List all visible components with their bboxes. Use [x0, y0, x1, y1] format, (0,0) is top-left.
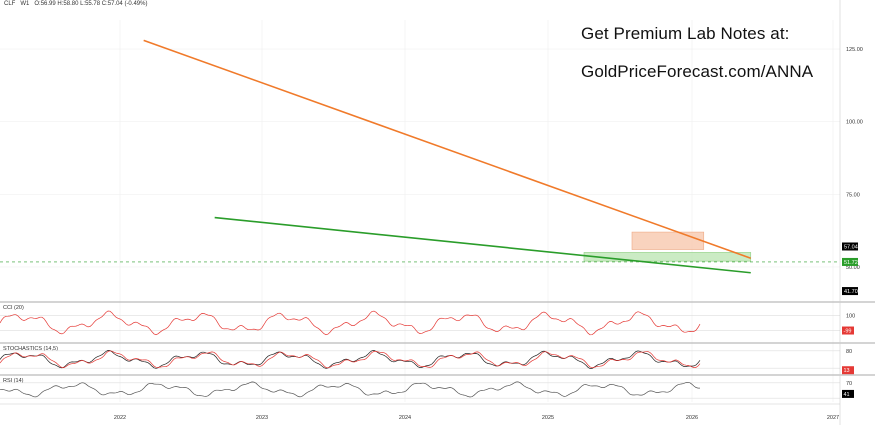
ohlc-readout: O:56.99 H:58.80 L:55.78 C:57.04 (-0.49%) [34, 1, 148, 7]
last-price-badge: 57.04 [844, 244, 858, 250]
panel-value-badge-bg [842, 389, 854, 398]
rsi-line [0, 381, 700, 398]
year-tick-label: 2023 [256, 415, 268, 421]
panel-tick-label: 70 [846, 381, 852, 387]
promo-line-1: Get Premium Lab Notes at: [581, 24, 790, 43]
panel-label: STOCHASTICS (14,5) [3, 346, 58, 352]
panel-tick-label: 100 [846, 313, 855, 319]
panel-value-badge: -99 [844, 329, 852, 335]
panel-value-badge: 41 [844, 392, 850, 398]
year-tick-label: 2024 [399, 415, 411, 421]
year-tick-label: 2025 [542, 415, 554, 421]
price-tick-label: 50.00 [846, 265, 860, 271]
panel-value-badge-bg [842, 326, 854, 335]
year-tick-label: 2022 [114, 415, 126, 421]
interval-label: W1 [20, 1, 30, 7]
level-badge-lower: 41.70 [844, 289, 858, 295]
promo-line-2: GoldPriceForecast.com/ANNA [581, 62, 814, 81]
stoch-k-line [0, 350, 701, 369]
panel-value-badge-bg [842, 366, 854, 375]
support-line [214, 216, 751, 274]
panel-tick-label: 80 [846, 349, 852, 355]
support-zone [583, 252, 752, 262]
level-badge-upper: 51.72 [844, 260, 858, 266]
price-tick-label: 75.00 [846, 192, 860, 198]
year-tick-label: 2026 [686, 415, 698, 421]
panel-label: CCI (20) [3, 305, 24, 311]
resistance-line [143, 39, 752, 259]
panel-label: RSI (14) [3, 378, 24, 384]
cci-line [0, 310, 701, 336]
level-badge-upper-bg [842, 257, 858, 266]
price-tick-label: 100.00 [846, 120, 863, 126]
last-price-badge-bg [842, 242, 858, 251]
price-tick-label: 125.00 [846, 47, 863, 53]
symbol-label: CLF [4, 1, 16, 7]
panel-value-badge: 13 [844, 368, 850, 374]
year-tick-label: 2027 [827, 415, 839, 421]
target-zone [631, 231, 705, 250]
stoch-d-line [0, 350, 701, 369]
level-badge-lower-bg [842, 287, 858, 296]
chart-header: CLF W1 O:56.99 H:58.80 L:55.78 C:57.04 (… [4, 1, 147, 7]
